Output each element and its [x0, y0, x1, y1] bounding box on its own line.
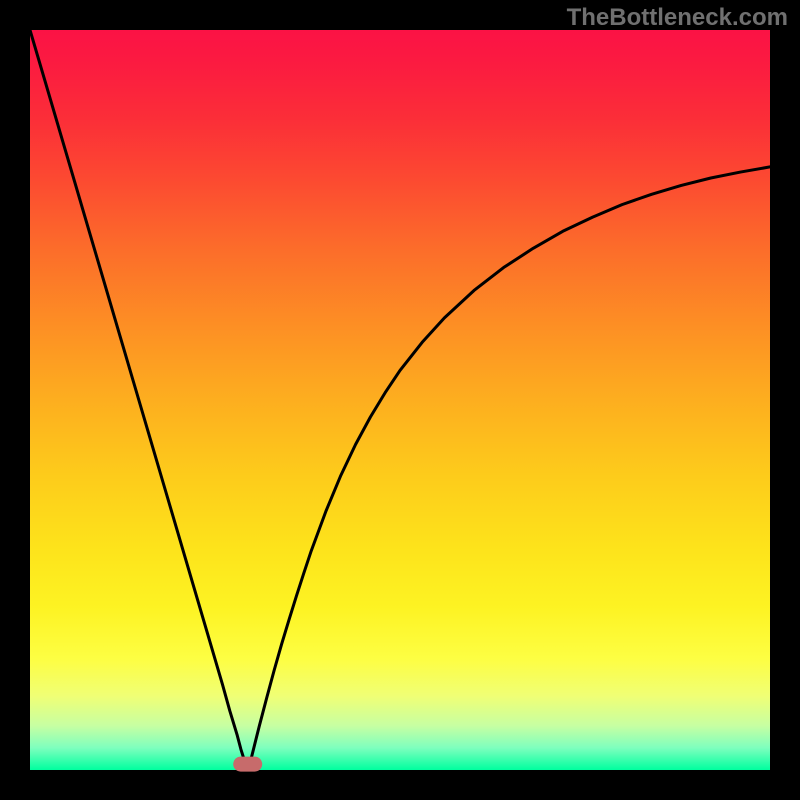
- bottleneck-curve: [30, 30, 770, 770]
- plot-area: [30, 30, 770, 770]
- watermark-text: TheBottleneck.com: [567, 4, 788, 32]
- optimum-marker: [233, 757, 263, 772]
